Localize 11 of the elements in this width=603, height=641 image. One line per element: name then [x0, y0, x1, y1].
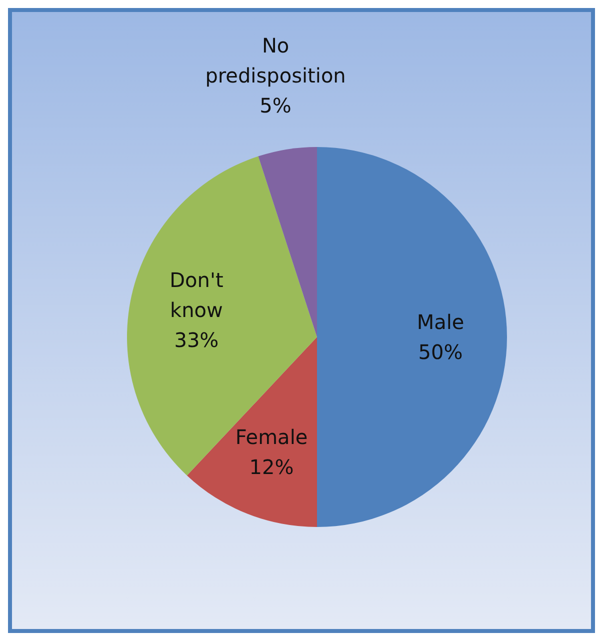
pie-slice [258, 147, 317, 337]
data-label: 50% [418, 340, 463, 364]
pie-slice [317, 147, 507, 527]
slice-label: Female [235, 424, 308, 449]
pie-slice [127, 156, 317, 476]
slice-label: Male [416, 310, 464, 334]
data-label: 5% [260, 93, 292, 118]
slice-label: No predisposition [205, 33, 346, 88]
data-label: 12% [249, 454, 294, 479]
slice-label: Don't know [170, 268, 224, 322]
data-label: 33% [174, 328, 219, 352]
